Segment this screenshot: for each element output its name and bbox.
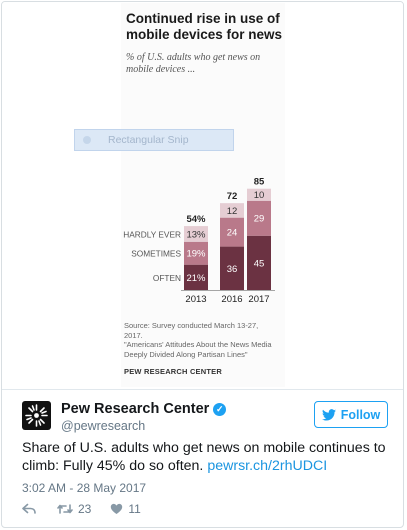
chart-subtitle-line-1: % of U.S. adults who get news on bbox=[126, 52, 261, 63]
source-line: Source: Survey conducted March 13-27, bbox=[124, 321, 259, 330]
bar-value-label: 13% bbox=[186, 229, 206, 240]
chart-source: Source: Survey conducted March 13-27, 20… bbox=[124, 321, 284, 359]
rectangular-snip-overlay: Rectangular Snip bbox=[74, 129, 234, 151]
follow-button[interactable]: Follow bbox=[314, 401, 388, 428]
bar-segment bbox=[184, 264, 208, 290]
chart-title: Continued rise in use of mobile devices … bbox=[126, 11, 284, 43]
tweet-text: Share of U.S. adults who get news on mob… bbox=[22, 439, 397, 475]
reply-icon bbox=[22, 503, 36, 514]
chart-brand: PEW RESEARCH CENTER bbox=[124, 367, 222, 376]
author-name[interactable]: Pew Research Center ✓ bbox=[61, 401, 227, 417]
pew-logo-icon[interactable] bbox=[22, 401, 51, 430]
stacked-bar-chart: 21% 19% 13% 54% 2013 36 24 12 72 2016 45 29 10 85 2017… bbox=[123, 177, 275, 305]
reply-action[interactable] bbox=[22, 503, 36, 515]
verified-badge-icon: ✓ bbox=[213, 403, 227, 416]
bar-segment bbox=[184, 226, 208, 242]
snip-dot-icon bbox=[83, 136, 91, 144]
source-line: Deeply Divided Along Partisan Lines" bbox=[124, 349, 248, 359]
bar-total-label: 72 bbox=[227, 191, 238, 202]
series-row-label: OFTEN bbox=[153, 273, 181, 283]
tweet-media-image[interactable]: Continued rise in use of mobile devices … bbox=[2, 2, 403, 389]
snip-label: Rectangular Snip bbox=[108, 134, 189, 146]
retweet-icon bbox=[57, 504, 73, 514]
chart-subtitle: % of U.S. adults who get news on mobile … bbox=[126, 52, 284, 76]
bar-segment bbox=[247, 235, 271, 290]
retweet-count: 23 bbox=[78, 502, 92, 516]
like-action[interactable]: 11 bbox=[110, 502, 141, 516]
retweet-action[interactable]: 23 bbox=[57, 502, 91, 516]
author-handle[interactable]: @pewresearch bbox=[61, 419, 146, 433]
author-name-text: Pew Research Center bbox=[61, 401, 210, 417]
heart-icon bbox=[111, 503, 123, 514]
like-count: 11 bbox=[128, 502, 141, 516]
pew-logo-graphic bbox=[25, 404, 48, 427]
bar-total-label: 54% bbox=[186, 214, 206, 225]
twitter-bird-icon bbox=[321, 408, 336, 421]
tweet-timestamp[interactable]: 3:02 AM - 28 May 2017 bbox=[22, 481, 147, 495]
source-line: 2017. bbox=[124, 330, 143, 340]
category-label: 2017 bbox=[248, 294, 269, 305]
bar-value-label: 12 bbox=[227, 206, 238, 217]
bar-segment bbox=[184, 241, 208, 265]
bar-value-label: 10 bbox=[254, 190, 265, 201]
bar-value-label: 24 bbox=[227, 228, 238, 239]
bar-segment bbox=[247, 188, 271, 201]
chart-title-line-1: Continued rise in use of bbox=[126, 11, 280, 26]
bar-value-label: 45 bbox=[254, 258, 265, 269]
series-row-label: SOMETIMES bbox=[131, 249, 181, 259]
tweet-link[interactable]: pewrsr.ch/2rhUDCI bbox=[207, 458, 328, 474]
bar-total-label: 85 bbox=[254, 177, 265, 188]
chart-subtitle-line-2: mobile devices ... bbox=[126, 64, 196, 75]
bar-segment bbox=[220, 246, 244, 290]
category-label: 2016 bbox=[221, 294, 242, 305]
tweet-actions: 23 11 bbox=[22, 502, 141, 516]
follow-label: Follow bbox=[340, 407, 381, 422]
category-label: 2013 bbox=[185, 294, 206, 305]
bar-value-label: 19% bbox=[186, 249, 206, 260]
bar-segment bbox=[220, 203, 244, 218]
chart-title-line-2: mobile devices for news bbox=[126, 27, 283, 42]
divider bbox=[2, 389, 403, 390]
tweet-body: Share of U.S. adults who get news on mob… bbox=[22, 440, 386, 474]
bar-segment bbox=[247, 200, 271, 236]
bar-segment bbox=[220, 217, 244, 247]
bar-value-label: 29 bbox=[254, 214, 265, 225]
source-line: "Americans' Attitudes About the News Med… bbox=[124, 340, 272, 349]
bar-value-label: 36 bbox=[227, 264, 238, 275]
bar-value-label: 21% bbox=[186, 273, 206, 284]
series-row-label: HARDLY EVER bbox=[123, 229, 181, 239]
